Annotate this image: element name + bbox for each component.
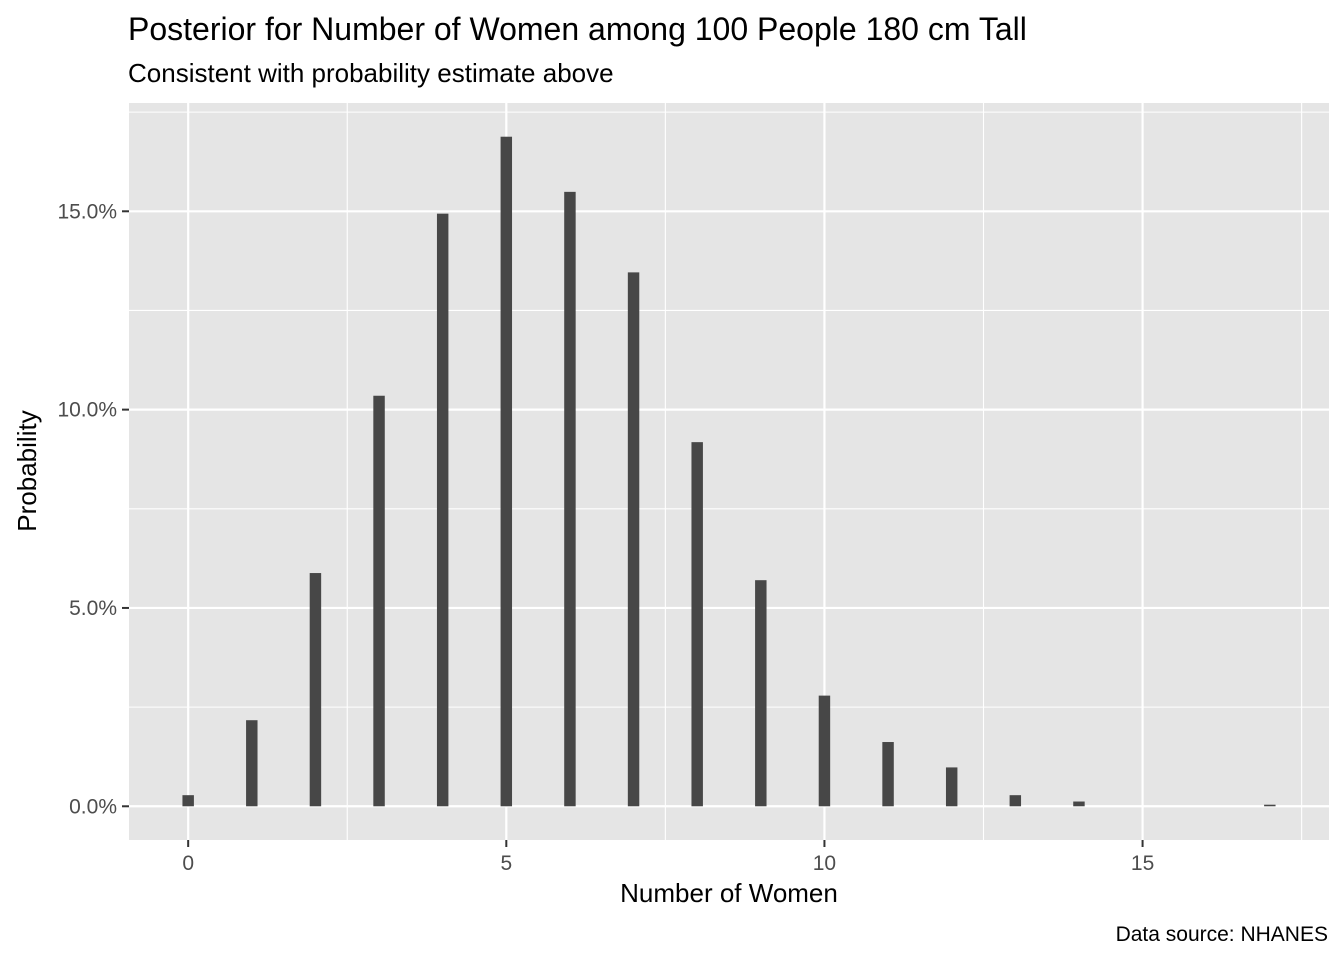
bar <box>182 795 194 807</box>
bar <box>246 720 258 807</box>
bar <box>1073 801 1085 807</box>
bar <box>373 395 385 807</box>
grid-minor <box>129 103 1329 840</box>
y-tick-label: 5.0% <box>69 597 117 620</box>
y-tick-label: 10.0% <box>57 399 117 422</box>
bars <box>182 136 1276 807</box>
x-tick-label: 15 <box>1131 852 1154 875</box>
y-tick-label: 15.0% <box>57 200 117 223</box>
chart-subtitle: Consistent with probability estimate abo… <box>128 58 614 88</box>
x-axis: 0 5 10 15 <box>182 840 1154 875</box>
y-axis: 0.0% 5.0% 10.0% 15.0% <box>57 200 129 818</box>
bar <box>564 191 576 807</box>
bar <box>882 742 894 807</box>
bar <box>627 272 640 807</box>
x-axis-title: Number of Women <box>620 878 838 908</box>
bar <box>818 695 831 807</box>
chart-title: Posterior for Number of Women among 100 … <box>128 11 1027 47</box>
caption: Data source: NHANES <box>1116 923 1328 946</box>
bar <box>500 136 513 807</box>
x-tick-label: 5 <box>500 852 512 875</box>
x-tick-label: 10 <box>813 852 836 875</box>
y-axis-title: Probability <box>12 410 42 531</box>
bar <box>309 573 322 807</box>
bar <box>691 442 703 807</box>
y-tick-label: 0.0% <box>69 795 117 818</box>
plot-panel <box>129 103 1329 840</box>
x-tick-label: 0 <box>182 852 194 875</box>
bar <box>945 767 958 807</box>
bar <box>755 580 767 807</box>
bar <box>1264 804 1276 807</box>
bar <box>1009 795 1022 807</box>
bar <box>436 213 449 807</box>
